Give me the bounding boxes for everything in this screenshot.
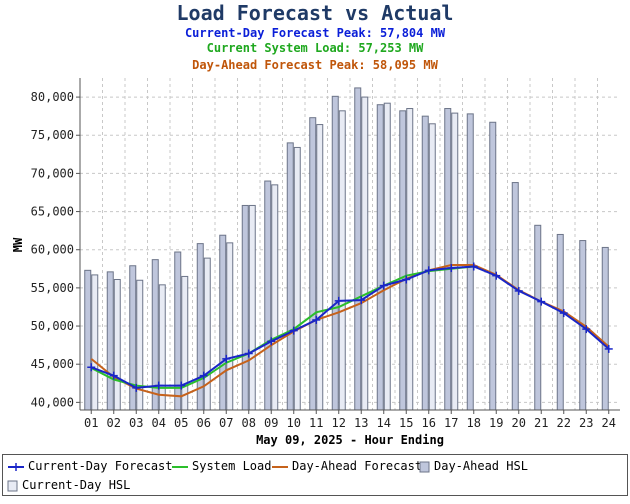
day-ahead-hsl-bar <box>601 246 609 411</box>
x-tick-label: 24 <box>602 416 616 430</box>
day-ahead-peak-text: Day-Ahead Forecast Peak: 58,095 MW <box>192 58 438 72</box>
legend-label-day-ahead: Day-Ahead Forecast <box>292 459 423 473</box>
current-day-hsl-bar <box>248 204 256 411</box>
current-day-hsl-bar <box>293 146 301 411</box>
system-load-line <box>90 265 474 389</box>
current-day-hsl-bar <box>383 102 391 411</box>
current-day-legend-swatch <box>8 462 24 471</box>
legend-label-day-ahead-hsl: Day-Ahead HSL <box>434 459 528 473</box>
day-ahead-hsl-bar <box>466 113 474 411</box>
day-ahead-hsl-bar <box>444 108 452 411</box>
y-tick-label: 80,000 <box>31 90 74 104</box>
x-tick-label: 17 <box>444 416 458 430</box>
current-day-hsl-bar <box>113 278 121 411</box>
legend: Current-Day Forecast System Load Day-Ahe… <box>2 454 628 496</box>
x-tick-label: 13 <box>354 416 368 430</box>
current-day-hsl-legend-swatch <box>7 480 18 491</box>
system-load-text: Current System Load: 57,253 MW <box>207 41 425 55</box>
current-day-hsl-bar <box>361 96 369 411</box>
day-ahead-hsl-bar <box>196 243 204 411</box>
x-tick-label: 20 <box>512 416 526 430</box>
x-tick-label: 22 <box>557 416 571 430</box>
y-tick-label: 45,000 <box>31 357 74 371</box>
x-tick-label: 09 <box>264 416 278 430</box>
y-tick-label: 50,000 <box>31 319 74 333</box>
current-day-hsl-bar <box>158 284 166 411</box>
current-day-hsl-bar <box>226 242 234 411</box>
plot-axes: 40,000 45,000 50,000 55,000 60,000 65,000 70,0… <box>31 78 620 430</box>
day-ahead-hsl-bar <box>489 121 497 411</box>
x-tick-label: 11 <box>309 416 323 430</box>
current-day-hsl-bar <box>451 112 459 411</box>
y-tick-label: 60,000 <box>31 243 74 257</box>
x-tick-label: 02 <box>107 416 121 430</box>
day-ahead-legend-swatch <box>272 465 288 468</box>
current-day-hsl-bar <box>316 124 324 411</box>
day-ahead-hsl-bar <box>376 104 384 411</box>
day-ahead-hsl-bar <box>354 87 362 411</box>
x-tick-label: 08 <box>242 416 256 430</box>
x-tick-label: 06 <box>197 416 211 430</box>
day-ahead-hsl-bar <box>286 142 294 411</box>
legend-item-day-ahead: Day-Ahead Forecast <box>271 457 422 475</box>
day-ahead-hsl-bar <box>219 234 227 411</box>
x-axis-label: May 09, 2025 - Hour Ending <box>256 433 444 447</box>
x-tick-label: 05 <box>174 416 188 430</box>
day-ahead-hsl-bar <box>264 180 272 411</box>
y-tick-label: 75,000 <box>31 128 74 142</box>
x-tick-label: 21 <box>534 416 548 430</box>
x-tick-label: 07 <box>219 416 233 430</box>
y-axis-label: MW <box>11 237 25 252</box>
current-day-hsl-bar <box>203 257 211 411</box>
current-day-hsl-bar <box>271 184 279 411</box>
x-tick-label: 12 <box>332 416 346 430</box>
legend-item-system-load: System Load <box>171 457 271 475</box>
y-tick-label: 65,000 <box>31 205 74 219</box>
x-tick-label: 10 <box>287 416 301 430</box>
system-load-legend-swatch <box>172 465 188 468</box>
current-day-hsl-bar <box>428 123 436 411</box>
day-ahead-hsl-bar <box>534 224 542 411</box>
chart-title: Load Forecast vs Actual <box>177 1 454 25</box>
current-day-hsl-bar <box>181 275 189 411</box>
plot-grid <box>80 78 620 410</box>
x-tick-label: 18 <box>467 416 481 430</box>
x-tick-label: 14 <box>377 416 391 430</box>
plot-lines <box>87 262 613 398</box>
x-tick-label: 03 <box>129 416 143 430</box>
day-ahead-hsl-bar <box>511 182 519 411</box>
legend-label-system-load: System Load <box>192 459 272 473</box>
x-tick-label: 04 <box>152 416 166 430</box>
x-tick-label: 19 <box>489 416 503 430</box>
x-tick-label: 16 <box>422 416 436 430</box>
day-ahead-hsl-bar <box>241 204 249 411</box>
current-day-hsl-bar <box>338 110 346 411</box>
y-tick-label: 55,000 <box>31 281 74 295</box>
day-ahead-hsl-bar <box>309 117 317 411</box>
day-ahead-hsl-bar <box>421 115 429 411</box>
y-tick-label: 70,000 <box>31 166 74 180</box>
legend-label-current-day: Current-Day Forecast <box>28 459 173 473</box>
current-day-peak-text: Current-Day Forecast Peak: 57,804 MW <box>185 26 446 40</box>
x-tick-label: 15 <box>399 416 413 430</box>
day-ahead-hsl-bar <box>84 269 92 411</box>
legend-item-current-day: Current-Day Forecast <box>7 457 173 475</box>
legend-item-day-ahead-hsl: Day-Ahead HSL <box>419 457 528 475</box>
day-ahead-hsl-bar <box>399 110 407 411</box>
legend-label-current-day-hsl: Current-Day HSL <box>22 478 131 492</box>
y-tick-label: 40,000 <box>31 395 74 409</box>
x-tick-label: 01 <box>84 416 98 430</box>
x-tick-label: 23 <box>579 416 593 430</box>
day-ahead-hsl-bar <box>106 271 114 411</box>
day-ahead-hsl-legend-swatch <box>419 461 430 472</box>
day-ahead-hsl-bar <box>331 95 339 411</box>
current-day-hsl-bar <box>406 108 414 411</box>
current-day-hsl-bar <box>91 274 99 411</box>
legend-item-current-day-hsl: Current-Day HSL <box>7 476 130 494</box>
day-ahead-hsl-bar <box>556 233 564 411</box>
